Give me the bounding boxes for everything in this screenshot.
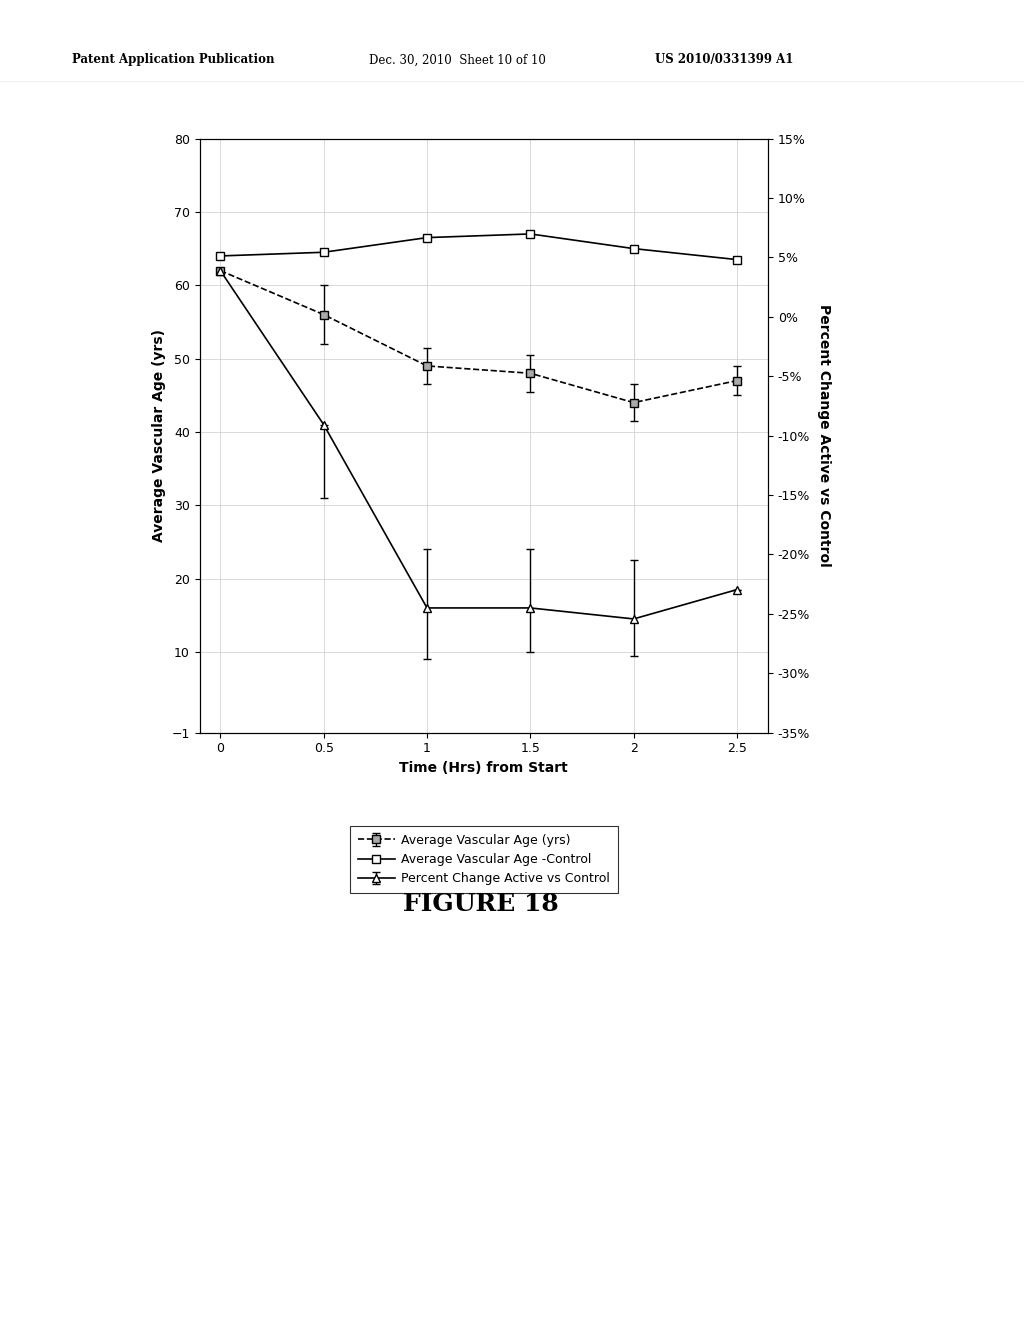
Y-axis label: Percent Change Active vs Control: Percent Change Active vs Control	[817, 304, 830, 568]
Text: FIGURE 18: FIGURE 18	[403, 892, 559, 916]
Text: Patent Application Publication: Patent Application Publication	[72, 53, 274, 66]
Text: Dec. 30, 2010  Sheet 10 of 10: Dec. 30, 2010 Sheet 10 of 10	[369, 53, 546, 66]
Legend: Average Vascular Age (yrs), Average Vascular Age -Control, Percent Change Active: Average Vascular Age (yrs), Average Vasc…	[350, 826, 617, 892]
Text: US 2010/0331399 A1: US 2010/0331399 A1	[655, 53, 794, 66]
Y-axis label: Average Vascular Age (yrs): Average Vascular Age (yrs)	[152, 329, 166, 543]
X-axis label: Time (Hrs) from Start: Time (Hrs) from Start	[399, 760, 568, 775]
